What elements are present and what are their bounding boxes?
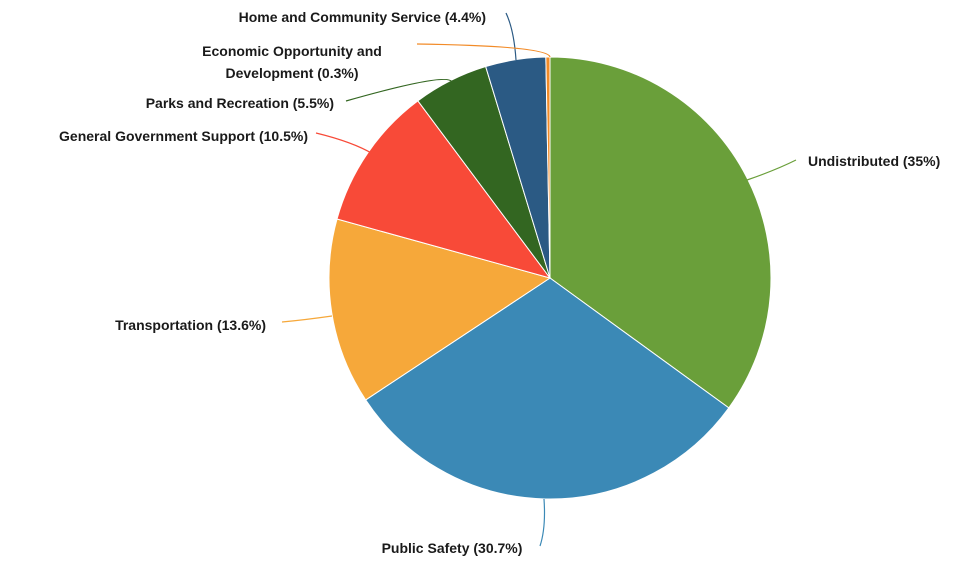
slice-labels: Undistributed (35%) Public Safety (30.7%)… (59, 9, 940, 556)
leader-line (281, 315, 333, 323)
pie-slice (549, 56, 772, 409)
slice-label: Public Safety (30.7%) (382, 540, 523, 556)
pie-slices (328, 56, 772, 500)
slice-label: General Government Support (10.5%) (59, 128, 308, 144)
slice-label: Undistributed (35%) (808, 153, 940, 169)
leader-line (505, 12, 517, 61)
pie-slice (328, 218, 552, 401)
leader-line (746, 159, 797, 181)
slice-label: Parks and Recreation (5.5%) (146, 95, 334, 111)
pie-slice (364, 277, 730, 500)
pie-slice (336, 100, 552, 279)
leader-lines (281, 12, 797, 547)
slice-label: Home and Community Service (4.4%) (239, 9, 486, 25)
leader-line (345, 78, 453, 102)
slice-label: Transportation (13.6%) (115, 317, 266, 333)
leader-line (315, 132, 374, 155)
slice-label: Economic Opportunity and Development (0.3… (202, 43, 382, 81)
leader-line (539, 498, 546, 547)
leader-line (416, 43, 551, 58)
